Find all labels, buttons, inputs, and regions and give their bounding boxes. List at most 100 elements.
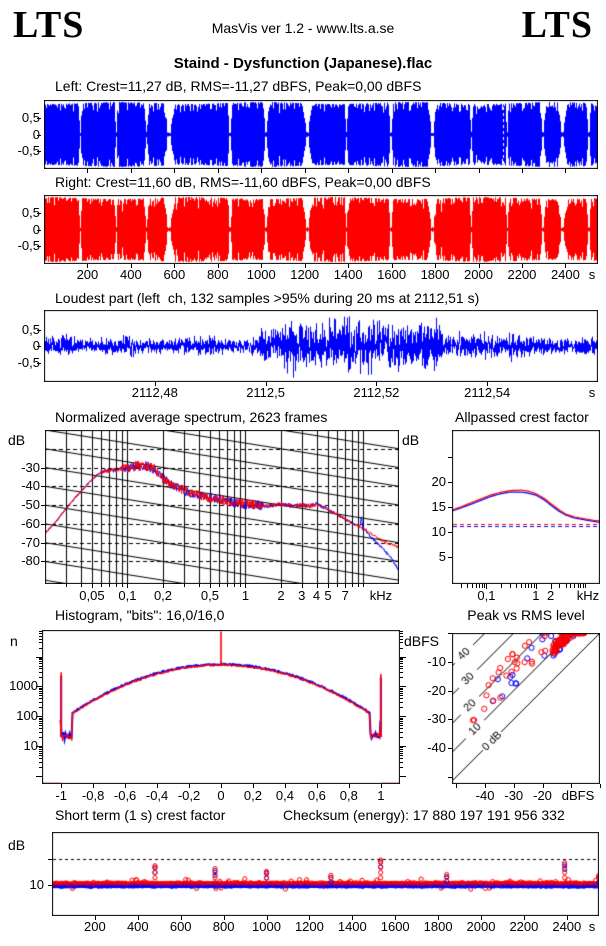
tick-label: -40 bbox=[475, 788, 495, 803]
axis-tick bbox=[87, 264, 88, 268]
axis-tick bbox=[400, 636, 403, 637]
axis-tick bbox=[95, 916, 96, 920]
axis-tick bbox=[487, 382, 488, 386]
axis-tick bbox=[227, 584, 228, 587]
tick-label: kHz bbox=[576, 588, 600, 603]
axis-tick bbox=[174, 169, 175, 173]
axis-tick bbox=[501, 584, 502, 588]
axis-tick bbox=[116, 584, 117, 587]
axis-tick bbox=[39, 749, 42, 750]
tick-label: 1400 bbox=[337, 919, 367, 934]
short-term-crest-plot bbox=[52, 832, 599, 916]
axis-tick bbox=[438, 916, 439, 920]
axis-tick bbox=[400, 666, 403, 667]
axis-tick bbox=[400, 677, 403, 678]
tick-label: -0,2 bbox=[177, 788, 201, 803]
axis-tick bbox=[570, 584, 571, 588]
axis-tick bbox=[37, 246, 41, 247]
axis-tick bbox=[155, 382, 156, 386]
tick-label: -0,5 bbox=[17, 143, 40, 158]
axis-tick bbox=[400, 648, 403, 649]
tick-label: -1 bbox=[55, 788, 67, 803]
axis-tick bbox=[39, 642, 42, 643]
allpassed-title: Allpassed crest factor bbox=[455, 409, 589, 425]
tick-label: 0,1 bbox=[477, 588, 496, 603]
tick-label: 1000 bbox=[252, 919, 281, 934]
axis-tick bbox=[400, 688, 403, 689]
axis-tick bbox=[41, 524, 45, 525]
axis-tick bbox=[39, 719, 42, 720]
axis-tick bbox=[39, 718, 42, 719]
allpassed-crest-plot bbox=[452, 430, 600, 584]
tick-label: 600 bbox=[169, 919, 192, 934]
axis-tick bbox=[39, 633, 42, 634]
axis-tick bbox=[578, 584, 579, 588]
axis-tick bbox=[467, 584, 468, 588]
axis-tick bbox=[448, 691, 452, 692]
axis-tick bbox=[266, 382, 267, 386]
tick-label: 2112,48 bbox=[131, 385, 178, 400]
axis-tick bbox=[400, 707, 403, 708]
axis-tick bbox=[486, 584, 487, 589]
axis-tick bbox=[48, 885, 52, 886]
axis-tick bbox=[521, 584, 522, 588]
axis-tick bbox=[221, 784, 222, 788]
peak-rms-ylabel: dBFS bbox=[404, 633, 440, 649]
axis-tick bbox=[400, 695, 403, 696]
tick-label: -0,5 bbox=[17, 354, 40, 370]
axis-tick bbox=[522, 264, 523, 268]
axis-tick bbox=[448, 662, 452, 663]
axis-tick bbox=[534, 584, 535, 588]
axis-tick bbox=[39, 723, 42, 724]
axis-tick bbox=[39, 762, 42, 763]
tick-label: 0,1 bbox=[118, 588, 137, 603]
axis-tick bbox=[41, 505, 45, 506]
axis-tick bbox=[525, 584, 526, 588]
axis-tick bbox=[435, 264, 436, 268]
axis-tick bbox=[261, 264, 262, 268]
spectrum-title: Normalized average spectrum, 2623 frames bbox=[55, 409, 328, 425]
axis-tick bbox=[37, 230, 41, 231]
axis-tick bbox=[37, 135, 41, 136]
axis-tick bbox=[559, 584, 560, 588]
logo-left: LTS bbox=[13, 4, 85, 46]
axis-tick bbox=[583, 584, 584, 588]
axis-tick bbox=[461, 584, 462, 588]
tick-label: 2112,52 bbox=[353, 385, 400, 400]
axis-tick bbox=[400, 698, 403, 699]
tick-label: 0,2 bbox=[153, 588, 173, 603]
axis-tick bbox=[479, 584, 480, 588]
histogram-plot bbox=[42, 630, 400, 784]
tick-label: 1800 bbox=[420, 267, 450, 282]
axis-tick bbox=[66, 584, 67, 587]
axis-tick bbox=[305, 169, 306, 173]
axis-tick bbox=[448, 507, 452, 508]
axis-tick bbox=[138, 916, 139, 920]
axis-tick bbox=[39, 659, 42, 660]
axis-tick bbox=[127, 584, 128, 588]
axis-tick bbox=[472, 584, 473, 588]
tick-label: 400 bbox=[126, 919, 149, 934]
tick-label: 800 bbox=[212, 919, 235, 934]
axis-tick bbox=[448, 748, 452, 749]
axis-tick bbox=[510, 584, 511, 588]
axis-tick bbox=[163, 584, 164, 588]
tick-label: 800 bbox=[206, 267, 229, 282]
axis-tick bbox=[125, 784, 126, 788]
axis-tick bbox=[39, 732, 42, 733]
axis-tick bbox=[448, 719, 452, 720]
axis-tick bbox=[218, 264, 219, 268]
axis-tick bbox=[479, 169, 480, 173]
axis-tick bbox=[580, 584, 581, 588]
tick-label: 0,8 bbox=[339, 788, 358, 803]
tick-label: 1200 bbox=[290, 267, 320, 282]
tick-label: 4 bbox=[312, 588, 321, 603]
tick-label: -80 bbox=[21, 553, 40, 569]
axis-tick bbox=[400, 728, 403, 729]
axis-tick bbox=[39, 728, 42, 729]
axis-tick bbox=[400, 751, 403, 752]
tick-label: 10 bbox=[431, 523, 446, 539]
axis-tick bbox=[551, 584, 552, 589]
axis-tick bbox=[253, 784, 254, 788]
